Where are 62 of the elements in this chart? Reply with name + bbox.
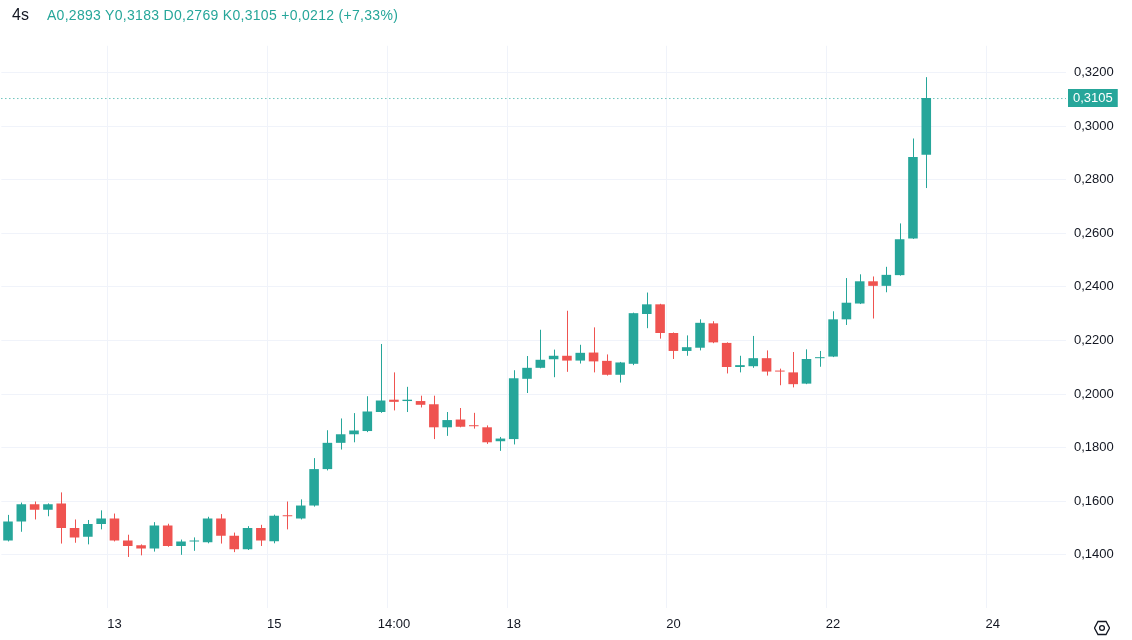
x-tick-label: 14:00: [377, 615, 411, 631]
x-tick-label: 18: [506, 615, 521, 631]
candlestick: [229, 532, 240, 553]
candlestick: [375, 343, 386, 414]
x-tick-label: 24: [985, 615, 1001, 631]
candlestick: [788, 351, 798, 388]
candlestick: [242, 525, 253, 551]
y-tick-label: 0,3000: [1074, 117, 1114, 133]
x-tick-label: 20: [666, 615, 681, 631]
candlestick: [681, 334, 692, 357]
x-tick-label: 13: [107, 615, 122, 631]
candlestick: [389, 371, 399, 411]
y-tick-label: 0,1800: [1074, 439, 1114, 455]
y-tick-label: 0,1600: [1074, 492, 1114, 508]
candlestick: [761, 349, 772, 377]
y-tick-label: 0,2600: [1074, 224, 1114, 240]
candlestick: [122, 534, 133, 558]
x-tick-label: 22: [825, 615, 841, 631]
candlestick: [3, 514, 13, 542]
candlestick: [256, 524, 266, 547]
candlestick: [522, 355, 532, 394]
y-tick-label: 0,2000: [1074, 385, 1114, 401]
candlestick: [109, 513, 120, 542]
x-tick-label: 15: [266, 615, 282, 631]
candlestick: [881, 266, 892, 293]
chart-title: 4s: [12, 6, 29, 24]
candlestick: [815, 350, 825, 368]
candlestick: [16, 502, 27, 533]
y-tick-label: 0,2800: [1074, 171, 1114, 187]
y-tick-label: 0,3200: [1074, 64, 1114, 80]
y-tick-label: 0,2200: [1074, 332, 1114, 348]
candlestick: [575, 344, 586, 365]
candlestick: [189, 536, 200, 552]
ref-line-label: 0,3105: [1073, 89, 1113, 105]
candlestick: [642, 292, 652, 329]
chart-subtitle: A0,2893 Y0,3183 D0,2769 K0,3105 +0,0212 (+7,33%): [46, 7, 399, 23]
candlestick: [748, 335, 759, 369]
candlestick: [295, 498, 306, 520]
candlestick: [602, 353, 612, 377]
candlestick: [202, 516, 213, 544]
y-tick-label: 0,2400: [1074, 278, 1114, 294]
candlestick: [362, 395, 373, 433]
candlestick: [282, 501, 293, 530]
candlestick: [429, 395, 439, 440]
candlestick: [482, 424, 492, 445]
candlestick: [708, 320, 719, 344]
candlestick: [162, 523, 173, 548]
candlestick: [535, 329, 546, 369]
candlestick: [216, 513, 226, 545]
candlestick: [469, 412, 479, 430]
candlestick: [668, 331, 679, 360]
candlestick: [854, 273, 865, 305]
candlestick: [149, 521, 160, 553]
candlestick: [69, 518, 80, 544]
candlestick: [562, 310, 572, 373]
candlestick: [83, 519, 93, 545]
candlestick: [442, 411, 452, 437]
candlestick: [841, 277, 852, 326]
candlestick: [868, 275, 878, 320]
candlestick: [96, 509, 106, 530]
y-tick-label: 0,1400: [1074, 546, 1114, 562]
candlestick: [335, 417, 346, 451]
